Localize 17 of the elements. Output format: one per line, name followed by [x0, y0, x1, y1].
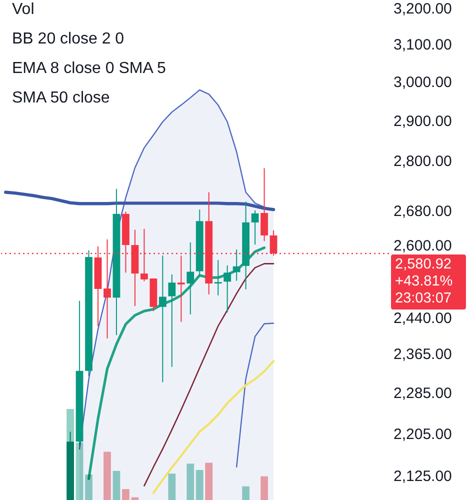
- y-tick-label: 2,800.00: [394, 152, 452, 170]
- y-tick-label: 3,100.00: [394, 36, 452, 54]
- annotation: SMA 50 close: [12, 90, 110, 106]
- y-tick-label: 3,200.00: [394, 0, 452, 18]
- annotation: BB 20 close 2 0: [12, 30, 124, 48]
- annotation: Vol: [12, 1, 34, 18]
- y-tick-label: 2,125.00: [394, 468, 452, 486]
- ref-line-label: 2,580.92 +43.81% 23:03:07: [395, 256, 453, 306]
- y-tick-label: 2,205.00: [394, 426, 452, 443]
- y-tick-label: 2,285.00: [394, 385, 452, 402]
- y-tick-label: 2,900.00: [394, 112, 452, 130]
- y-tick-label: 3,000.00: [394, 74, 452, 92]
- y-tick-label: 2,600.00: [394, 238, 452, 255]
- annotation: EMA 8 close 0 SMA 5: [12, 60, 166, 77]
- y-tick-label: 2,440.00: [394, 310, 452, 328]
- y-tick-label: 2,680.00: [394, 202, 452, 220]
- y-tick-label: 2,365.00: [394, 346, 452, 363]
